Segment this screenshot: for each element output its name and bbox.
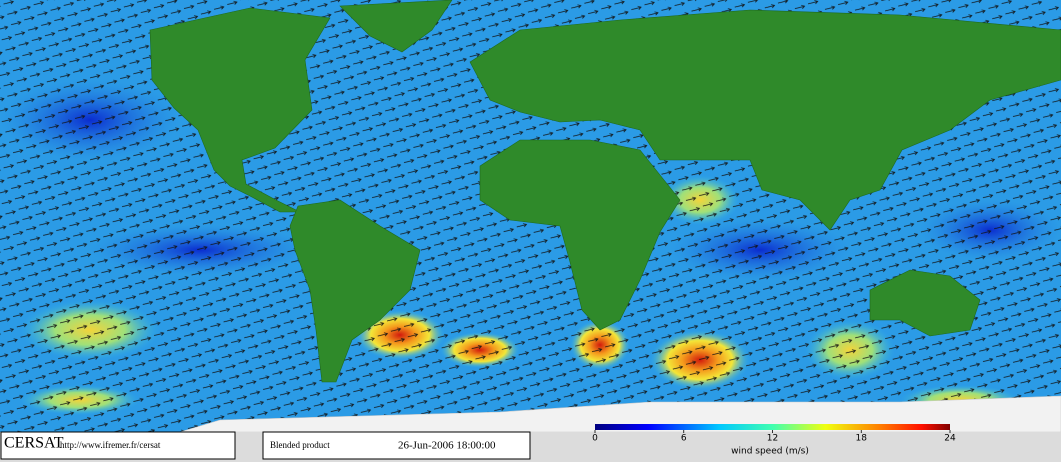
box: [0, 431, 236, 460]
source-box: CERSAT http://www.ifremer.fr/cersat: [0, 431, 236, 460]
colorbar-tick-label: 6: [681, 434, 687, 444]
antarctica: [179, 395, 1061, 433]
box: [262, 431, 531, 460]
colorbar-tick-label: 12: [767, 434, 778, 444]
logo: CERSAT: [4, 435, 64, 452]
date: 26-Jun-2006 18:00:00: [398, 440, 496, 452]
colorbar-tick-label: 0: [592, 434, 598, 444]
north-america: [149, 7, 331, 213]
greenland: [339, 0, 453, 53]
colorbar: wind speed (m/s) 0 6 12 18 24: [592, 424, 956, 457]
product-box: Blended product 26-Jun-2006 18:00:00: [262, 431, 531, 460]
south-america: [289, 199, 421, 383]
url: http://www.ifremer.fr/cersat: [60, 440, 161, 450]
colorbar-tick-label: 24: [944, 434, 956, 444]
australia: [869, 269, 981, 337]
colorbar-tick-label: 18: [856, 434, 868, 444]
land: [149, 0, 1061, 433]
colorbar-label: wind speed (m/s): [731, 447, 809, 457]
product: Blended product: [270, 440, 330, 450]
eurasia: [469, 9, 1061, 231]
africa: [479, 139, 681, 331]
colorbar-scale: [595, 424, 950, 430]
